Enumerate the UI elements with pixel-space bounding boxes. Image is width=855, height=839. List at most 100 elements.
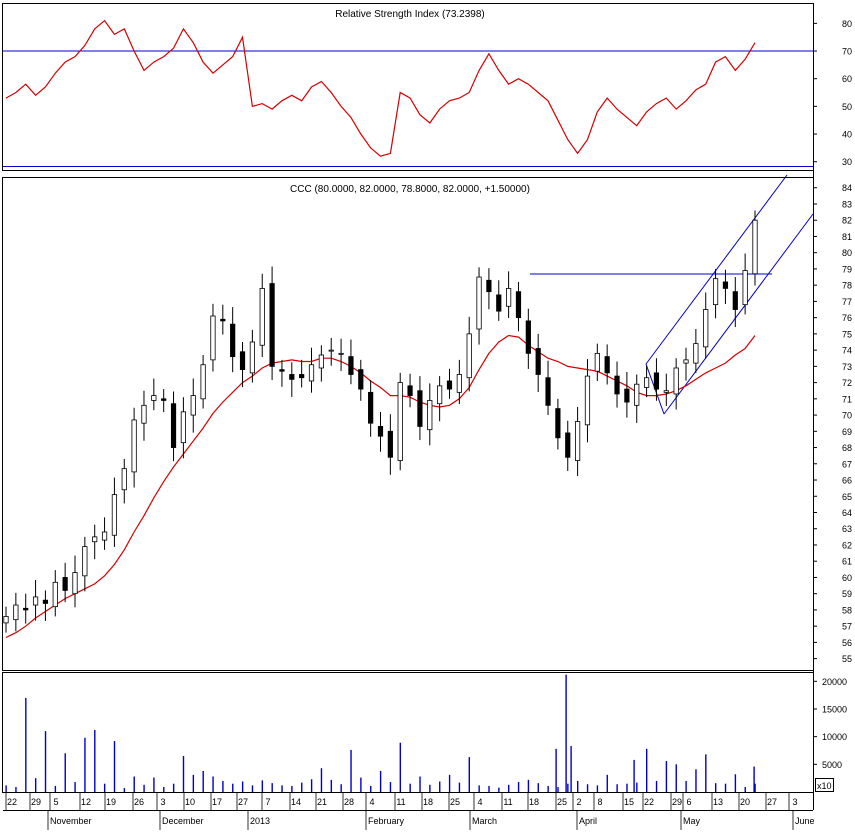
volume-spike-bar [753, 766, 755, 792]
candle [318, 345, 324, 382]
volume-bar [547, 785, 549, 792]
candle-body [673, 367, 679, 395]
volume-bar [508, 784, 510, 792]
volume-bar [626, 783, 628, 792]
candle [486, 268, 492, 310]
candle-body [328, 349, 334, 352]
candle-body [683, 359, 689, 364]
candle [525, 308, 531, 369]
candle [259, 273, 265, 357]
rsi-line [5, 19, 756, 157]
volume-bar [419, 776, 421, 792]
price-tick-label: 60 [842, 573, 852, 583]
volume-spike-bar [555, 748, 557, 792]
volume-y-axis: 5000 10000 15000 20000 [813, 677, 847, 770]
candle-body [299, 374, 305, 379]
candle [624, 372, 630, 418]
candle [151, 378, 157, 411]
day-tick-label: 25 [557, 797, 567, 807]
volume-bar [103, 783, 106, 792]
candle [131, 407, 137, 488]
candle [575, 406, 581, 477]
candle [555, 398, 561, 450]
month-label: May [683, 816, 701, 826]
candle [377, 411, 384, 452]
candle [210, 303, 216, 372]
candle [387, 414, 393, 475]
day-tick-label: 11 [503, 797, 512, 807]
volume-bar [123, 788, 126, 792]
candle-body [92, 536, 98, 543]
candle-body [368, 391, 374, 424]
volume-bar [675, 764, 677, 792]
price-tick-label: 61 [842, 557, 852, 567]
volume-tick-label: 5000 [822, 760, 842, 770]
candle [121, 458, 127, 504]
rsi-tick-label: 70 [842, 47, 852, 57]
volume-bar [212, 776, 214, 792]
rsi-tick-label: 60 [842, 74, 852, 84]
candle [62, 562, 68, 603]
candle-body [269, 283, 275, 367]
candle-body [624, 388, 630, 403]
price-tick-label: 79 [842, 264, 852, 274]
candle-body [62, 577, 68, 591]
volume-bar [586, 784, 589, 792]
candle [417, 376, 423, 441]
price-tick-label: 66 [842, 476, 852, 486]
volume-bar [84, 737, 86, 792]
volume-bar [25, 697, 27, 792]
day-tick-label: 4 [369, 797, 374, 807]
volume-bar [74, 782, 76, 792]
candle-body [397, 382, 403, 461]
volume-tick-label: 10000 [822, 732, 847, 742]
candle-body [693, 343, 699, 364]
rsi-title: Relative Strength Index (73.2398) [335, 9, 485, 20]
volume-bar [222, 780, 224, 792]
volume-bar [399, 742, 402, 792]
price-tick-label: 70 [842, 411, 852, 421]
candle-body [279, 369, 285, 372]
month-label: March [472, 816, 497, 826]
volume-bar [734, 774, 737, 792]
volume-bar [202, 770, 204, 792]
candle-body [82, 546, 88, 577]
candle [52, 570, 58, 617]
volume-bar [310, 779, 313, 792]
volume-panel-frame [2, 672, 814, 793]
volume-bar [350, 749, 352, 792]
volume-bar [577, 780, 579, 792]
candle [584, 359, 591, 443]
day-tick-label: 19 [106, 797, 116, 807]
candle-body [141, 404, 147, 424]
day-tick-label: 17 [212, 797, 222, 807]
price-tick-label: 82 [842, 216, 852, 226]
volume-bar [439, 781, 441, 792]
candle-body [308, 364, 315, 382]
volume-bar [64, 753, 66, 792]
candle [249, 329, 255, 383]
volume-bar [596, 785, 599, 792]
rsi-y-axis: 30 40 50 60 70 80 [813, 19, 852, 167]
volume-bar [714, 783, 717, 792]
candle [13, 592, 19, 632]
candle-body [42, 599, 49, 604]
price-tick-label: 72 [842, 378, 852, 388]
candle-body [446, 380, 453, 390]
month-label: 2013 [250, 816, 270, 826]
candle-body [52, 581, 58, 608]
rsi-tick-label: 50 [842, 102, 852, 112]
candle-body [170, 403, 177, 448]
day-tick-label: 20 [740, 797, 750, 807]
candle-body [101, 531, 108, 541]
day-tick-label: 22 [644, 797, 654, 807]
day-tick-label: 3 [792, 797, 797, 807]
volume-bar [448, 774, 451, 792]
price-tick-label: 58 [842, 605, 852, 615]
candle-body [318, 354, 324, 369]
price-tick-label: 80 [842, 248, 852, 258]
price-tick-label: 74 [842, 346, 852, 356]
candle-body [23, 607, 29, 611]
channel-lower-line [663, 213, 814, 415]
volume-spike-bar [570, 746, 572, 792]
